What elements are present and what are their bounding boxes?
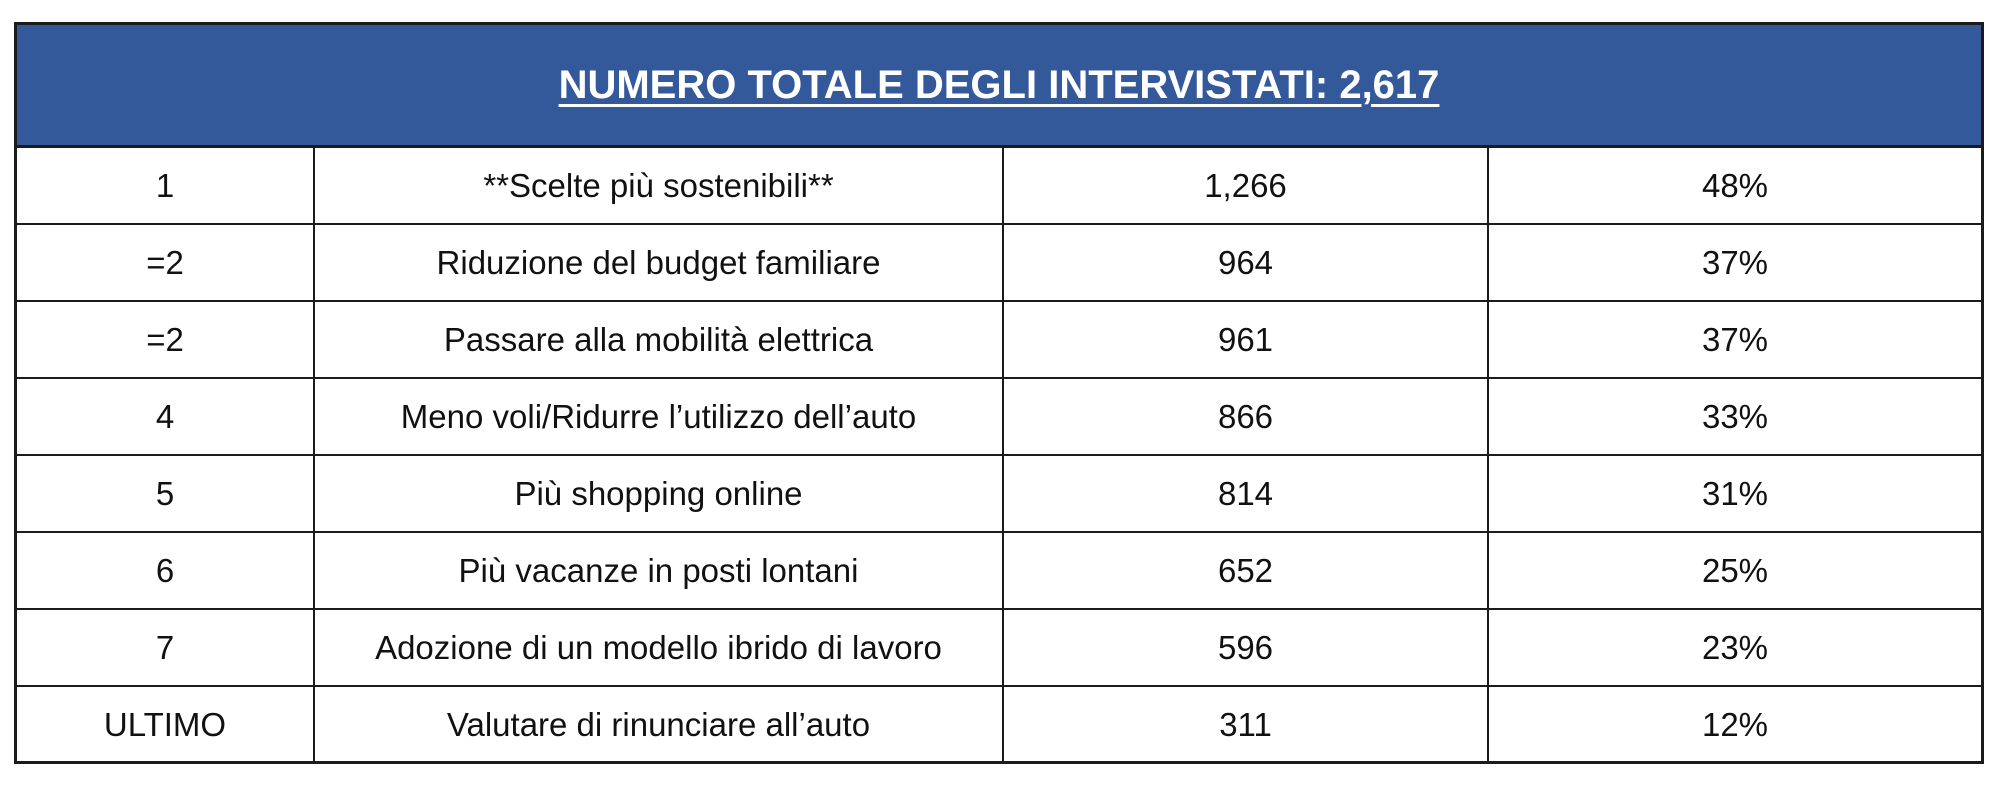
count-cell: 311 [1003, 686, 1489, 762]
table-row: 7 Adozione di un modello ibrido di lavor… [17, 609, 1981, 687]
item-cell: Riduzione del budget familiare [314, 224, 1004, 302]
percent-cell: 31% [1488, 455, 1981, 533]
percent-cell: 23% [1488, 609, 1981, 687]
rank-cell: 7 [17, 609, 315, 687]
rank-cell: 5 [17, 455, 315, 533]
count-cell: 1,266 [1003, 146, 1489, 225]
rank-cell: =2 [17, 224, 315, 302]
rank-cell: 6 [17, 532, 315, 610]
table-row: 5 Più shopping online 814 31% [17, 455, 1981, 533]
percent-cell: 12% [1701, 705, 1769, 743]
rank-cell: ULTIMO [17, 686, 315, 762]
table-row: =2 Passare alla mobilità elettrica 961 3… [17, 301, 1981, 379]
item-cell: Più vacanze in posti lontani [314, 532, 1004, 610]
item-cell: Più shopping online [314, 455, 1004, 533]
percent-cell: 25% [1488, 532, 1981, 610]
item-cell: Valutare di rinunciare all’auto [314, 686, 1004, 762]
table-row: 1 **Scelte più sostenibili** 1,266 48% [17, 146, 1981, 225]
percent-cell: 37% [1488, 224, 1981, 302]
item-cell: Passare alla mobilità elettrica [314, 301, 1004, 379]
count-cell: 866 [1003, 378, 1489, 456]
table-title-cell: NUMERO TOTALE DEGLI INTERVISTATI: 2,617 [17, 25, 1981, 148]
table-row: =2 Riduzione del budget familiare 964 37… [17, 224, 1981, 302]
rank-cell: 1 [17, 146, 315, 225]
percent-cell: 33% [1488, 378, 1981, 456]
percent-cell: 48% [1488, 146, 1981, 225]
table-row: 6 Più vacanze in posti lontani 652 25% [17, 532, 1981, 610]
rank-cell: =2 [17, 301, 315, 379]
table-header-row: NUMERO TOTALE DEGLI INTERVISTATI: 2,617 [17, 25, 1981, 148]
count-cell: 964 [1003, 224, 1489, 302]
item-cell: Adozione di un modello ibrido di lavoro [314, 609, 1004, 687]
count-cell: 596 [1003, 609, 1489, 687]
item-cell: **Scelte più sostenibili** [314, 146, 1004, 225]
percent-cell: 37% [1488, 301, 1981, 379]
count-cell: 961 [1003, 301, 1489, 379]
rank-cell: 4 [17, 378, 315, 456]
count-cell: 652 [1003, 532, 1489, 610]
table-row: 4 Meno voli/Ridurre l’utilizzo dell’auto… [17, 378, 1981, 456]
table-title: NUMERO TOTALE DEGLI INTERVISTATI: 2,617 [558, 62, 1440, 107]
table-row: ULTIMO Valutare di rinunciare all’auto 3… [17, 686, 1981, 762]
count-cell: 814 [1003, 455, 1489, 533]
survey-results-table: NUMERO TOTALE DEGLI INTERVISTATI: 2,617 … [17, 25, 1981, 762]
item-cell: Meno voli/Ridurre l’utilizzo dell’auto [314, 378, 1004, 456]
survey-table-container: NUMERO TOTALE DEGLI INTERVISTATI: 2,617 … [14, 22, 1984, 764]
